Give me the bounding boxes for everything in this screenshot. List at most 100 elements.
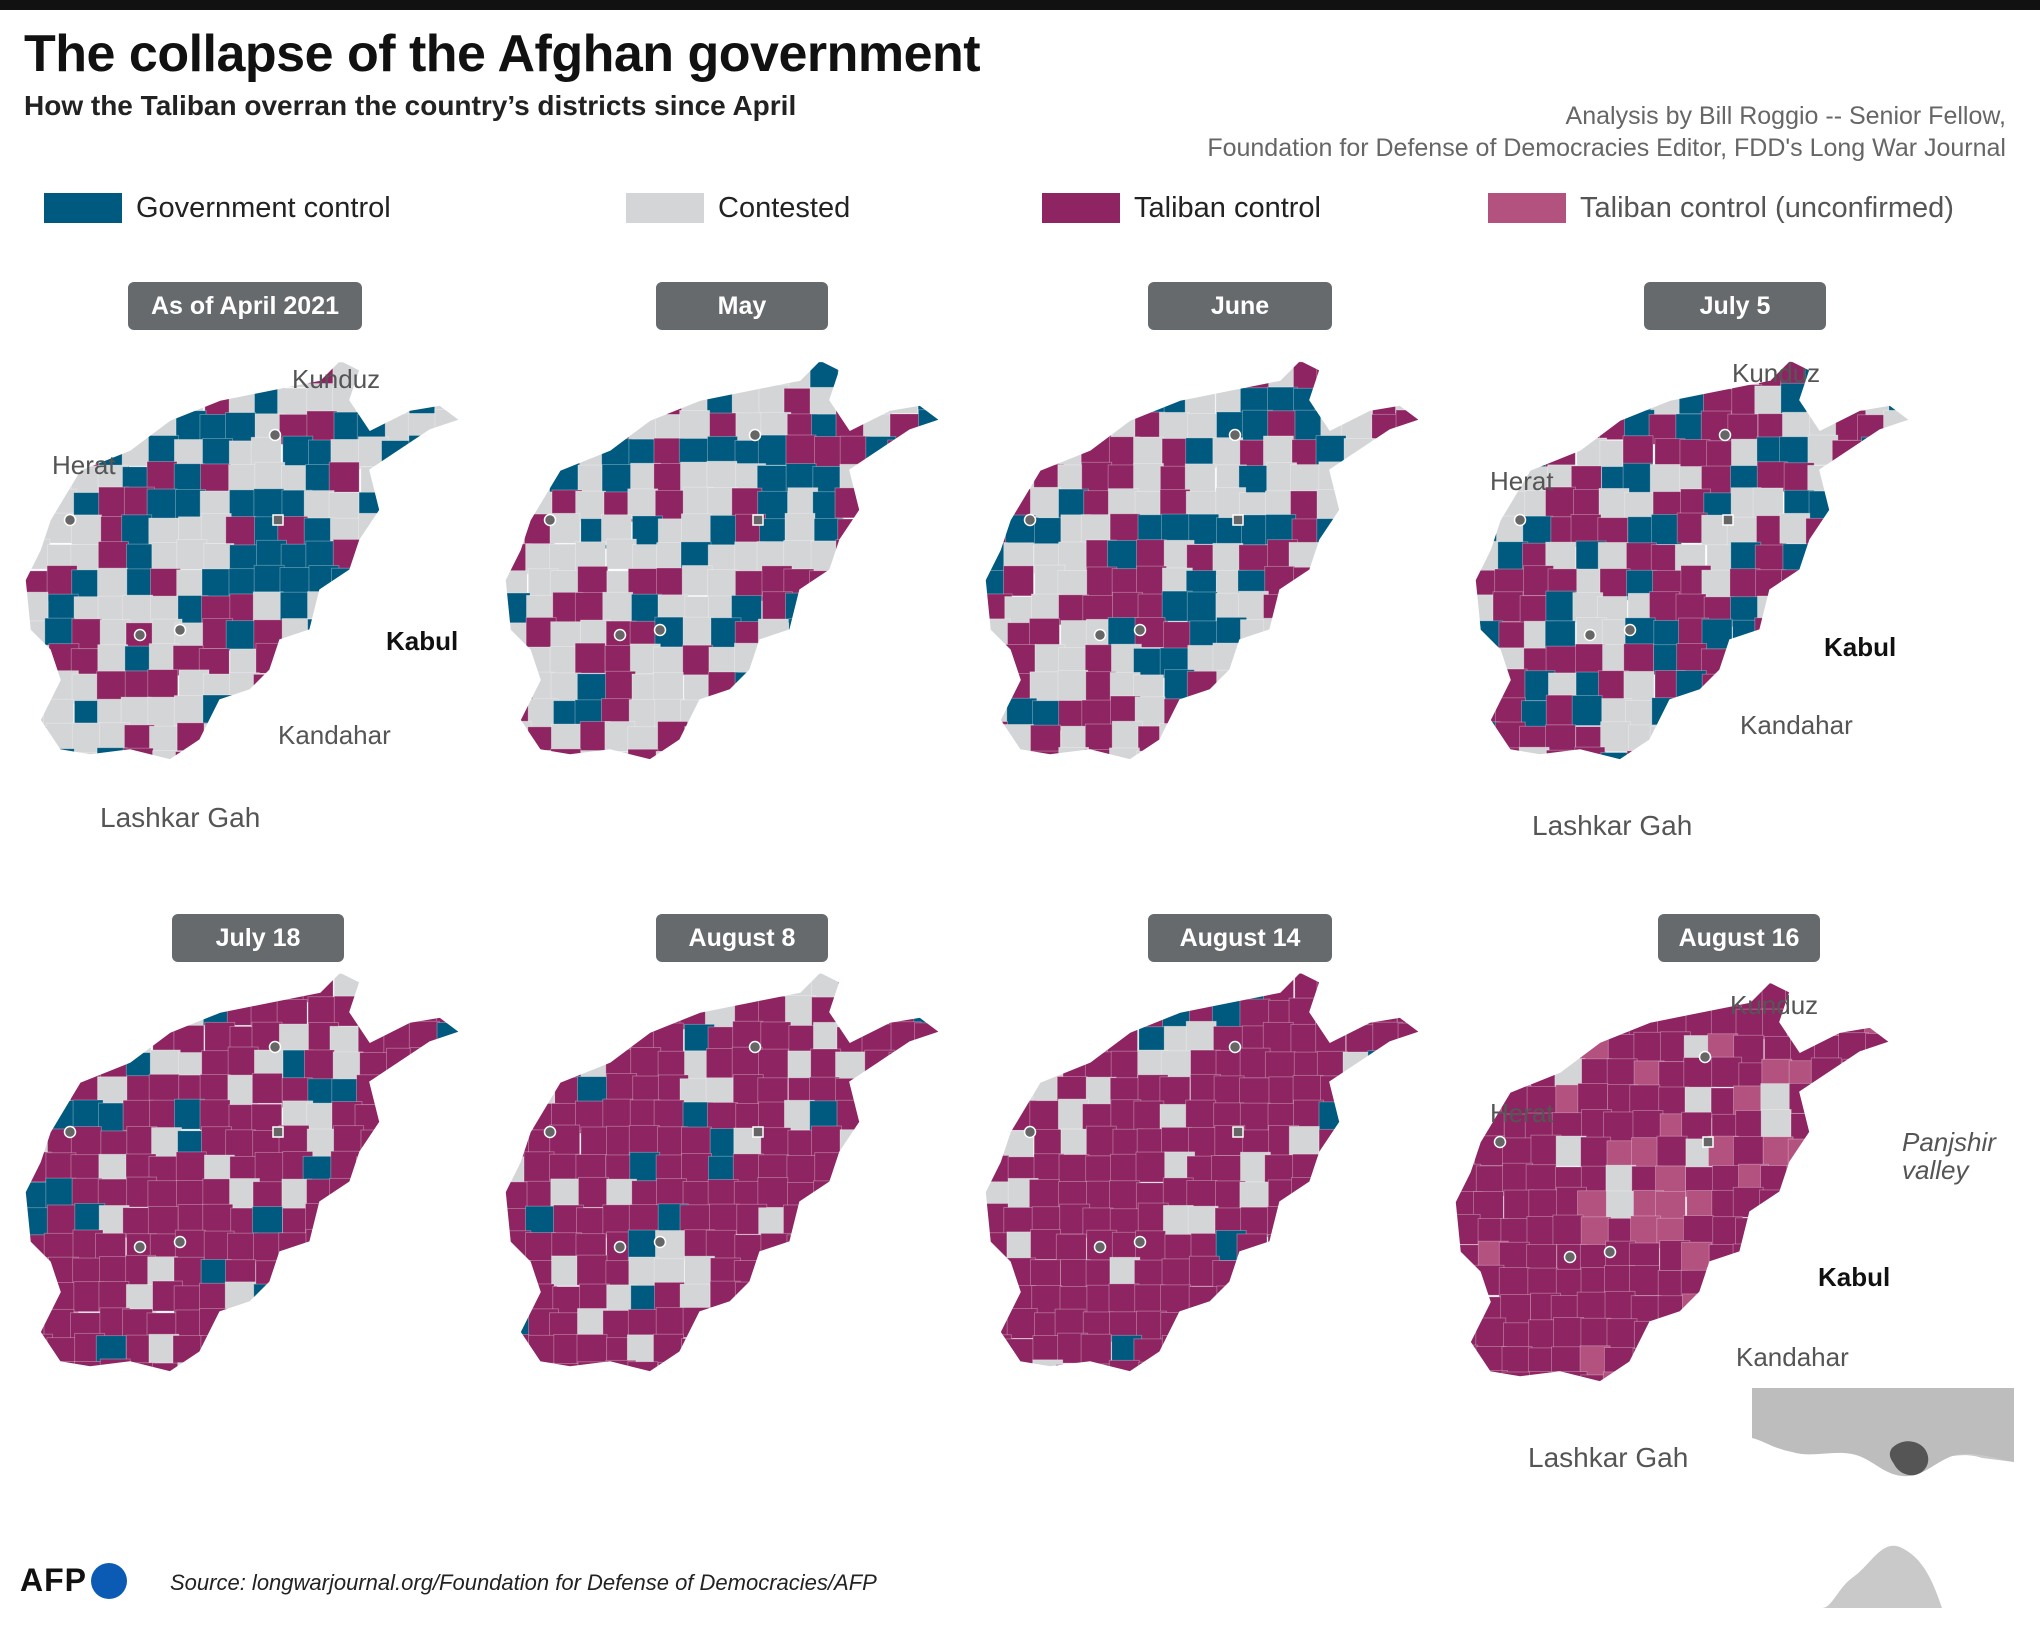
district-cell bbox=[253, 1283, 285, 1315]
district-cell bbox=[1007, 751, 1039, 760]
district-cell bbox=[1241, 1390, 1271, 1420]
district-cell bbox=[913, 1203, 940, 1235]
district-cell bbox=[552, 775, 582, 805]
district-cell bbox=[1753, 646, 1785, 678]
district-cell bbox=[1632, 1370, 1664, 1382]
district-cell bbox=[1864, 1109, 1890, 1140]
district-cell bbox=[1290, 669, 1321, 701]
district-cell bbox=[760, 1232, 792, 1264]
district-cell bbox=[1577, 1083, 1609, 1114]
district-cell bbox=[1318, 590, 1350, 622]
district-cell bbox=[43, 361, 75, 392]
district-cell bbox=[887, 972, 918, 1002]
afghanistan-map bbox=[1474, 360, 1940, 761]
district-cell bbox=[408, 1020, 440, 1052]
district-cell bbox=[526, 775, 556, 805]
district-cell bbox=[174, 972, 206, 1001]
district-cell bbox=[47, 413, 79, 445]
district-cell bbox=[1212, 748, 1244, 760]
district-cell bbox=[383, 1260, 415, 1292]
district-cell bbox=[913, 1103, 940, 1135]
district-cell bbox=[126, 1386, 156, 1416]
district-cell bbox=[463, 1100, 490, 1130]
district-cell bbox=[1343, 1363, 1375, 1372]
district-cell bbox=[1186, 591, 1218, 623]
district-cell bbox=[891, 1312, 923, 1344]
district-cell bbox=[199, 1099, 231, 1131]
district-cell bbox=[1700, 361, 1732, 393]
district-cell bbox=[436, 1129, 460, 1161]
district-cell bbox=[761, 647, 793, 679]
district-cell bbox=[551, 1255, 582, 1287]
district-cell bbox=[603, 751, 635, 760]
district-cell bbox=[254, 751, 286, 760]
district-cell bbox=[1524, 982, 1556, 1014]
district-cell bbox=[1291, 723, 1323, 755]
kabul-marker bbox=[1232, 514, 1244, 526]
district-cell bbox=[1184, 384, 1216, 415]
district-cell bbox=[25, 1281, 51, 1312]
country-outline bbox=[504, 972, 942, 1373]
district-cell bbox=[787, 673, 818, 705]
district-cell bbox=[1522, 515, 1554, 547]
kabul-marker bbox=[1702, 1136, 1714, 1148]
district-cell bbox=[1754, 617, 1786, 649]
district-cell bbox=[1290, 464, 1321, 495]
district-cell bbox=[1343, 695, 1375, 727]
district-cell bbox=[838, 1154, 869, 1185]
legend-item-contested: Contested bbox=[626, 185, 850, 231]
district-cell bbox=[941, 463, 970, 493]
district-cell bbox=[99, 1022, 131, 1053]
district-cell bbox=[44, 776, 74, 806]
district-cell bbox=[658, 1386, 688, 1416]
district-cell bbox=[1806, 670, 1837, 702]
district-cell bbox=[1133, 436, 1164, 468]
district-cell bbox=[1394, 566, 1420, 598]
district-cell bbox=[1397, 973, 1420, 1005]
district-cell bbox=[1860, 466, 1892, 498]
district-cell bbox=[1369, 1390, 1399, 1420]
district-cell bbox=[892, 749, 924, 760]
district-cell bbox=[332, 617, 364, 649]
district-cell bbox=[784, 995, 816, 1026]
district-cell bbox=[1345, 777, 1375, 807]
district-cell bbox=[44, 1361, 76, 1372]
district-cell bbox=[409, 670, 441, 702]
district-cell bbox=[303, 1049, 335, 1081]
city-label-kandahar: Kandahar bbox=[278, 720, 391, 750]
district-cell bbox=[1112, 591, 1143, 623]
district-cell bbox=[1216, 669, 1248, 701]
district-cell bbox=[1392, 1334, 1420, 1366]
city-label-kabul: Kabul bbox=[1818, 1262, 1891, 1292]
district-cell bbox=[1493, 385, 1525, 417]
district-cell bbox=[1883, 748, 1910, 760]
district-cell bbox=[355, 565, 387, 597]
district-cell bbox=[334, 1256, 365, 1288]
district-cell bbox=[1729, 747, 1760, 760]
district-cell bbox=[1475, 540, 1500, 572]
district-cell bbox=[627, 568, 659, 600]
district-cell bbox=[1913, 621, 1940, 651]
district-cell bbox=[1811, 1217, 1843, 1248]
panel-date-badge: August 8 bbox=[656, 914, 828, 962]
afghanistan-map bbox=[504, 360, 970, 805]
district-cell bbox=[942, 752, 970, 782]
district-cell bbox=[409, 567, 441, 599]
district-cell bbox=[1884, 542, 1910, 574]
district-cell bbox=[1891, 1243, 1920, 1273]
lashkar-gah-marker bbox=[1563, 1250, 1577, 1264]
afghanistan-map bbox=[24, 972, 490, 1416]
kandahar-marker bbox=[173, 623, 187, 637]
district-cell bbox=[228, 1336, 260, 1367]
district-cell bbox=[436, 1230, 460, 1262]
district-cell bbox=[1781, 590, 1813, 622]
district-cell bbox=[1265, 642, 1296, 674]
district-cell bbox=[1423, 752, 1450, 782]
district-cell bbox=[1684, 1318, 1716, 1350]
district-cell bbox=[1159, 723, 1190, 754]
district-cell bbox=[1728, 671, 1760, 703]
district-cell bbox=[627, 748, 659, 760]
district-cell bbox=[1263, 617, 1295, 649]
district-cell bbox=[1504, 982, 1535, 1012]
district-cell bbox=[1031, 1023, 1063, 1054]
